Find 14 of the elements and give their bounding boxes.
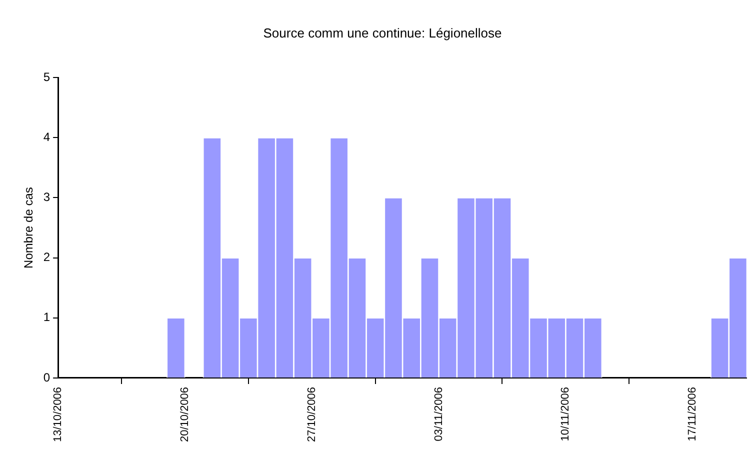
x-tick-label: 20/10/2006	[179, 386, 192, 442]
x-tick-label: 10/11/2006	[560, 386, 572, 442]
chart-title: Source comm une continue: Légionellose	[263, 25, 502, 40]
x-tick-label: 03/11/2006	[432, 386, 445, 442]
y-tick-label: 2	[43, 250, 50, 264]
y-tick-label: 1	[43, 310, 50, 324]
y-axis-title: Nombre de cas	[22, 187, 36, 268]
y-tick-label: 3	[43, 190, 50, 204]
y-tick-label: 4	[43, 130, 50, 144]
y-tick-label: 0	[43, 370, 50, 384]
x-tick-label: 13/10/2006	[52, 386, 64, 442]
x-tick-label: 17/11/2006	[686, 386, 699, 442]
y-tick-label: 5	[43, 70, 50, 84]
x-tick-label: 27/10/2006	[306, 386, 318, 442]
